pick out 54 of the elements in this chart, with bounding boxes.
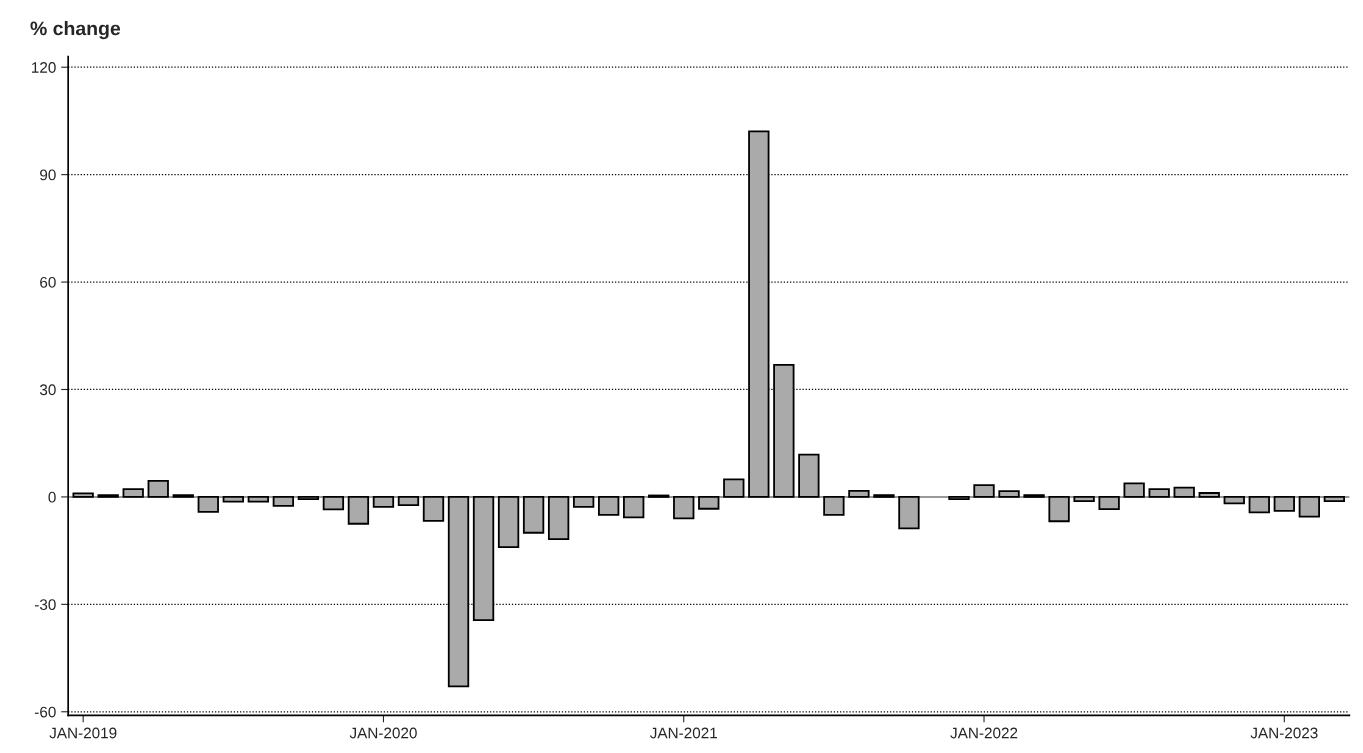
bar: [798, 453, 820, 498]
x-tick-label: JAN-2020: [349, 727, 417, 739]
bar: [823, 496, 845, 516]
bar: [522, 496, 545, 534]
bar: [122, 488, 144, 498]
y-tick-label: -60: [34, 706, 56, 718]
bar: [1323, 496, 1346, 503]
y-tick-label: 30: [39, 384, 56, 396]
bar: [572, 496, 595, 508]
x-tick-label: JAN-2022: [950, 727, 1018, 739]
bar: [422, 496, 445, 522]
bar: [998, 490, 1020, 498]
y-axis-title: % change: [30, 21, 121, 40]
bar: [1198, 492, 1220, 498]
x-tick-label: JAN-2023: [1250, 727, 1318, 739]
bar: [1073, 496, 1095, 503]
bar: [322, 496, 345, 511]
bar: [973, 484, 995, 498]
bar: [197, 496, 219, 513]
bar: [1148, 488, 1170, 498]
bar: [247, 496, 269, 503]
bar: [497, 496, 520, 548]
bar: [898, 496, 920, 530]
bar: [1173, 486, 1195, 498]
bar: [848, 489, 870, 498]
bar: [1123, 482, 1145, 498]
y-tick-label: 90: [40, 169, 56, 181]
bar: [1048, 496, 1070, 523]
bar: [1298, 496, 1320, 518]
bar: [347, 496, 370, 525]
bar: [1223, 496, 1245, 505]
bar: [222, 496, 244, 503]
y-tick-label: -30: [34, 599, 56, 611]
bar: [1248, 496, 1270, 514]
bar: [723, 478, 745, 498]
x-tick-label: JAN-2021: [650, 727, 717, 739]
bar: [698, 496, 720, 510]
y-tick-label: 60: [40, 276, 56, 288]
y-tick-label: 120: [32, 62, 56, 73]
y-tick-label: 0: [48, 491, 56, 503]
bar: [547, 496, 570, 541]
bar: [372, 496, 395, 508]
x-tick-label: JAN-2019: [49, 727, 117, 739]
bar: [623, 496, 645, 519]
bar: [272, 496, 295, 507]
bar: [147, 479, 169, 498]
bar: [72, 492, 94, 498]
bar: [1098, 496, 1120, 510]
bar: [948, 496, 970, 500]
bar: [397, 496, 420, 507]
bar: [1273, 496, 1295, 512]
bar: [598, 496, 620, 516]
bar: [673, 496, 695, 520]
bar: [297, 496, 320, 500]
